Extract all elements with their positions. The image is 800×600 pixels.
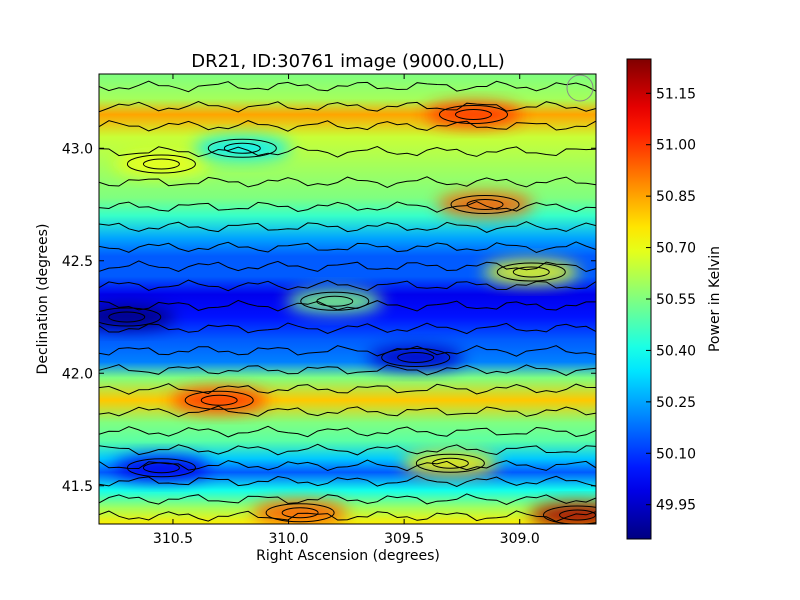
colorbar-tick-label: 50.10 (656, 446, 696, 462)
beam-marker (566, 74, 594, 102)
colorbar-label: Power in Kelvin (707, 246, 723, 352)
contour-line (99, 221, 596, 233)
contour-lines (99, 80, 596, 524)
contour-line (99, 200, 596, 213)
contour-line (99, 475, 596, 488)
colorbar-tick-label: 50.25 (656, 395, 696, 411)
y-tick-label: 42.0 (62, 366, 93, 382)
contour-ring (300, 291, 370, 311)
contour-ring (438, 105, 508, 124)
y-tick-label: 41.5 (62, 479, 93, 495)
colorbar-tick-label: 50.40 (656, 343, 696, 359)
contour-ring (126, 458, 196, 478)
plot-frame (98, 73, 597, 525)
contour-ring (108, 311, 146, 323)
contour-line (99, 176, 596, 189)
contour-line (99, 279, 596, 292)
colorbar-tick-label: 50.70 (656, 241, 696, 257)
chart-title: DR21, ID:30761 image (9000.0,LL) (191, 51, 505, 72)
contour-line (99, 299, 596, 312)
contour-ring (316, 295, 354, 307)
y-tick-label: 42.5 (62, 254, 93, 270)
contour-ring (397, 352, 435, 363)
y-tick-label: 43.0 (62, 141, 93, 157)
contour-ring (543, 505, 596, 524)
contour-line (99, 443, 596, 456)
contour-ring (265, 503, 335, 523)
contour-line (99, 459, 596, 472)
x-tick-label: 309.0 (500, 531, 540, 547)
contour-line (99, 510, 596, 522)
contour-line (99, 260, 596, 273)
contour-ring (415, 453, 485, 473)
contour-ring (200, 394, 238, 406)
contour-ring (142, 158, 180, 170)
x-tick-label: 310.5 (153, 531, 193, 547)
contour-ring (207, 138, 277, 158)
colorbar-tick-label: 50.55 (656, 292, 696, 308)
contour-line (99, 405, 596, 418)
contour-line (99, 322, 596, 335)
contour-ring (454, 109, 492, 120)
contour-ring (512, 266, 550, 278)
colorbar-tick-label: 51.00 (656, 138, 696, 154)
plot-area (99, 74, 596, 524)
y-axis-ticks: 41.5 42.0 42.5 43.0 (62, 141, 596, 495)
contour-ring (281, 507, 319, 519)
x-tick-label: 310.0 (269, 531, 309, 547)
contour-line (99, 345, 596, 357)
contour-ring (431, 457, 469, 469)
contour-ring (466, 199, 504, 210)
x-axis-label: Right Ascension (degrees) (256, 548, 440, 564)
contour-line (99, 120, 596, 132)
y-axis-label: Declination (degrees) (35, 224, 51, 375)
contour-ring (99, 307, 162, 327)
contour-line (99, 145, 596, 158)
contour-line (99, 493, 596, 506)
colorbar-tick-label: 51.15 (656, 86, 696, 102)
heatmap-feature (99, 305, 175, 329)
x-tick-label: 309.5 (384, 531, 424, 547)
contour-ring (450, 195, 520, 214)
contour-line (99, 383, 596, 395)
x-axis-ticks: 310.5 310.0 309.5 309.0 (153, 74, 540, 547)
contour-line (99, 425, 596, 438)
contour-line (99, 241, 596, 254)
colorbar: 49.95 50.10 50.25 50.40 50.55 50.70 50.85 51.00… (626, 58, 723, 540)
colorbar-tick-label: 50.85 (656, 189, 696, 205)
contour-line (99, 100, 596, 113)
colorbar-ticks: 49.95 50.10 50.25 50.40 50.55 50.70 50.85 51.00… (646, 86, 696, 514)
contour-ring (142, 462, 180, 474)
contour-ring (126, 154, 196, 174)
contour-line (99, 364, 596, 376)
contour-ring (496, 262, 566, 282)
contour-ring (223, 142, 261, 154)
contour-ring (184, 390, 254, 410)
contour-line (99, 80, 596, 93)
colorbar-tick-label: 49.95 (656, 498, 696, 514)
contour-ring (381, 348, 451, 367)
